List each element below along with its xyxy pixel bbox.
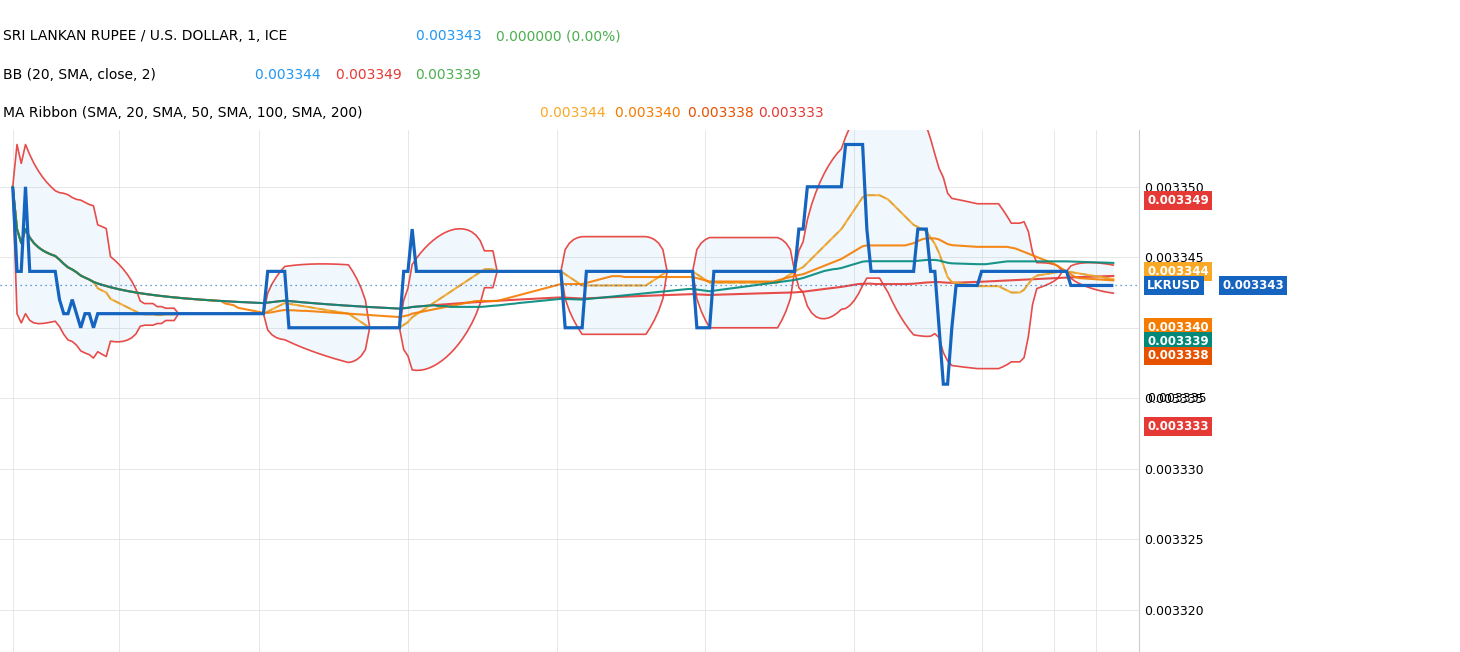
Text: LKRUSD: LKRUSD xyxy=(1148,279,1200,292)
Text: 0.003339: 0.003339 xyxy=(415,68,480,82)
Text: 0.003344: 0.003344 xyxy=(540,106,610,120)
Text: 0.003340: 0.003340 xyxy=(1148,321,1209,334)
Text: 0.003343: 0.003343 xyxy=(1222,279,1283,292)
Text: 0.003338: 0.003338 xyxy=(688,106,758,120)
Text: MA Ribbon (SMA, 20, SMA, 50, SMA, 100, SMA, 200): MA Ribbon (SMA, 20, SMA, 50, SMA, 100, S… xyxy=(3,106,371,120)
Text: 0.003344: 0.003344 xyxy=(1148,265,1209,278)
Text: 0.003339: 0.003339 xyxy=(1148,335,1209,348)
Text: 0.003349: 0.003349 xyxy=(1148,194,1209,207)
Text: SRI LANKAN RUPEE / U.S. DOLLAR, 1, ICE: SRI LANKAN RUPEE / U.S. DOLLAR, 1, ICE xyxy=(3,29,292,43)
Text: 0.003344: 0.003344 xyxy=(255,68,326,82)
Text: 0.003340: 0.003340 xyxy=(615,106,685,120)
Text: BB (20, SMA, close, 2): BB (20, SMA, close, 2) xyxy=(3,68,165,82)
Text: 0.003343: 0.003343 xyxy=(416,29,486,43)
Text: 0.003333: 0.003333 xyxy=(1148,420,1209,433)
Text: 0.003333: 0.003333 xyxy=(758,106,823,120)
Text: 0.003344: 0.003344 xyxy=(1148,265,1209,278)
Text: 0.003349: 0.003349 xyxy=(336,68,406,82)
Text: 0.000000 (0.00%): 0.000000 (0.00%) xyxy=(496,29,620,43)
Text: 0.003338: 0.003338 xyxy=(1148,349,1209,363)
Text: 0.003335: 0.003335 xyxy=(1148,392,1207,405)
